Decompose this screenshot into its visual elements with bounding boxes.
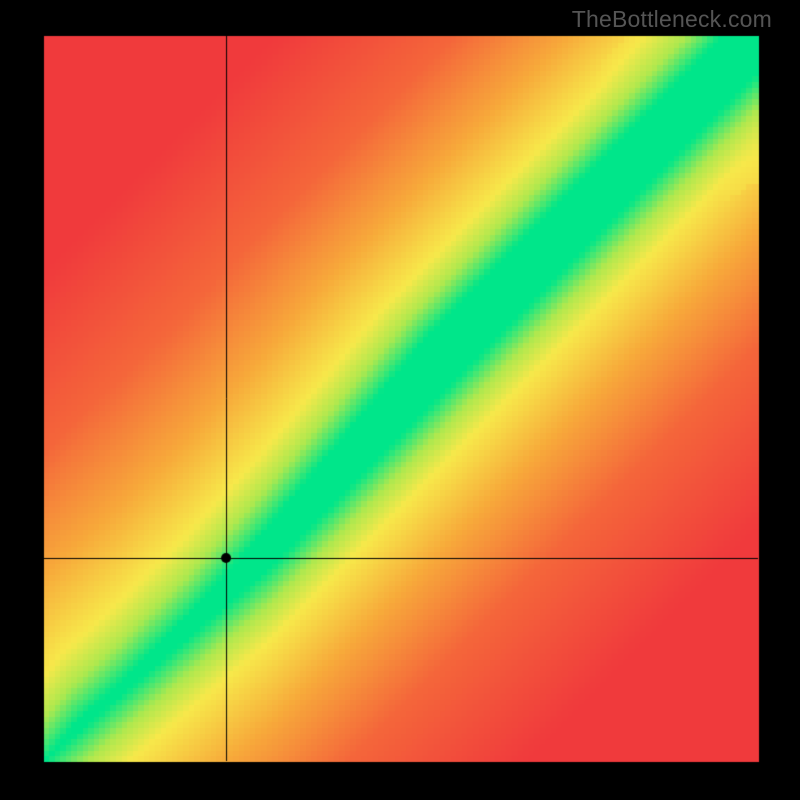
heatmap-chart bbox=[0, 0, 800, 800]
watermark-text: TheBottleneck.com bbox=[572, 6, 772, 33]
